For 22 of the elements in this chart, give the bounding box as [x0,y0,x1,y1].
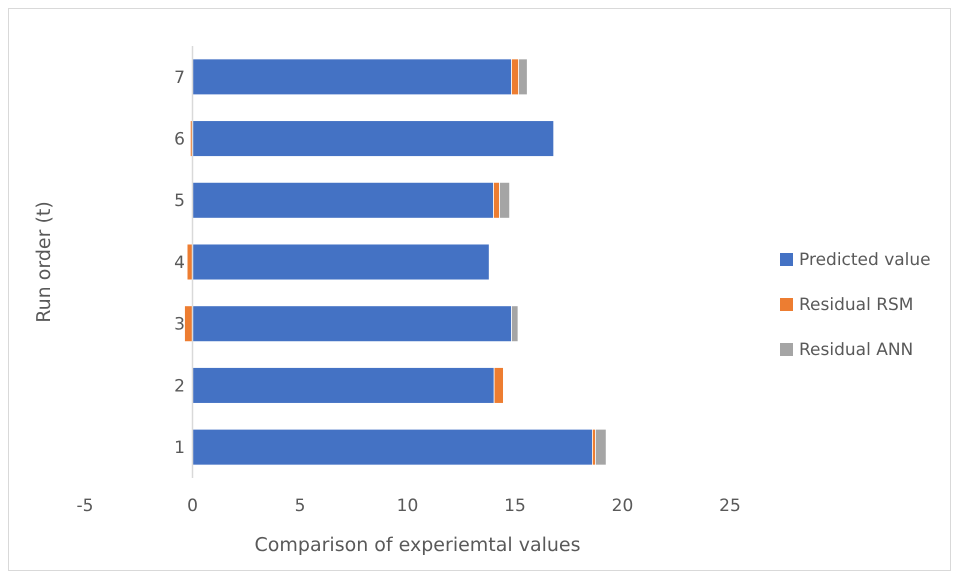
y-tick-label: 6 [174,130,185,150]
x-tick-label: 0 [187,496,198,516]
legend-label: Residual ANN [799,340,914,360]
y-tick-label: 4 [174,252,185,273]
y-tick-label: 7 [174,68,185,88]
y-tick-label: 1 [174,438,185,458]
bar [192,428,593,466]
legend-label: Predicted value [799,250,931,270]
bar [595,428,607,466]
x-tick-label: -5 [76,496,94,516]
y-tick-label: 3 [174,314,185,335]
x-tick-label: 10 [396,496,418,516]
x-axis-title: Comparison of experiemtal values [254,534,580,556]
y-tick-label: 5 [174,191,185,212]
x-tick-label: 5 [294,496,306,516]
x-tick-label: 20 [612,496,634,516]
bar [192,120,554,157]
y-axis-title: Run order (t) [33,201,55,323]
x-tick-label: 25 [719,496,741,516]
x-tick-label: 15 [504,496,526,516]
legend-label: Residual RSM [799,294,914,315]
y-tick-label: 2 [174,376,185,396]
